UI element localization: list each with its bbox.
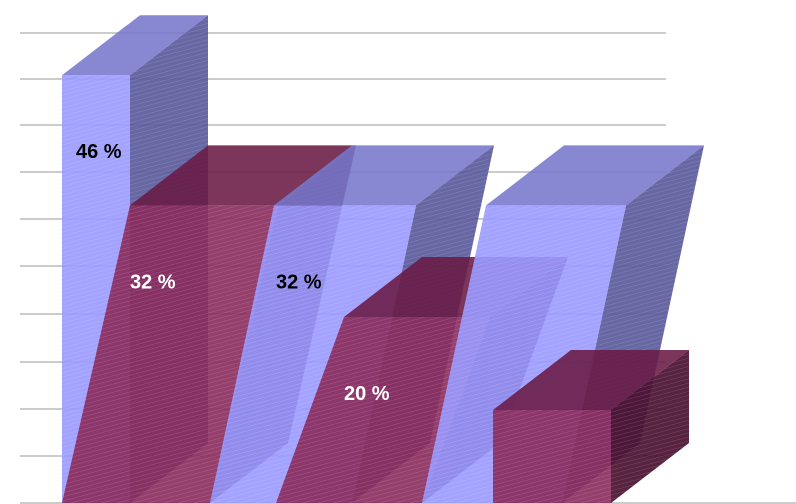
data-label: 20 % bbox=[344, 383, 390, 405]
bar-top bbox=[62, 15, 208, 76]
bar-top bbox=[130, 145, 356, 206]
bar-front-hatch bbox=[493, 410, 611, 503]
data-label: 32 % bbox=[130, 271, 176, 293]
data-labels: 46 % 32 % 32 % 20 % bbox=[76, 141, 390, 405]
bar-6 bbox=[493, 350, 689, 503]
bar-top bbox=[493, 350, 689, 410]
bar-side-hatch bbox=[611, 350, 689, 503]
data-label: 32 % bbox=[276, 271, 322, 293]
bar-front-hatch bbox=[62, 205, 278, 503]
bar-top bbox=[486, 145, 704, 206]
bars bbox=[62, 15, 704, 503]
bar-top bbox=[274, 145, 494, 206]
data-label: 46 % bbox=[76, 141, 122, 163]
